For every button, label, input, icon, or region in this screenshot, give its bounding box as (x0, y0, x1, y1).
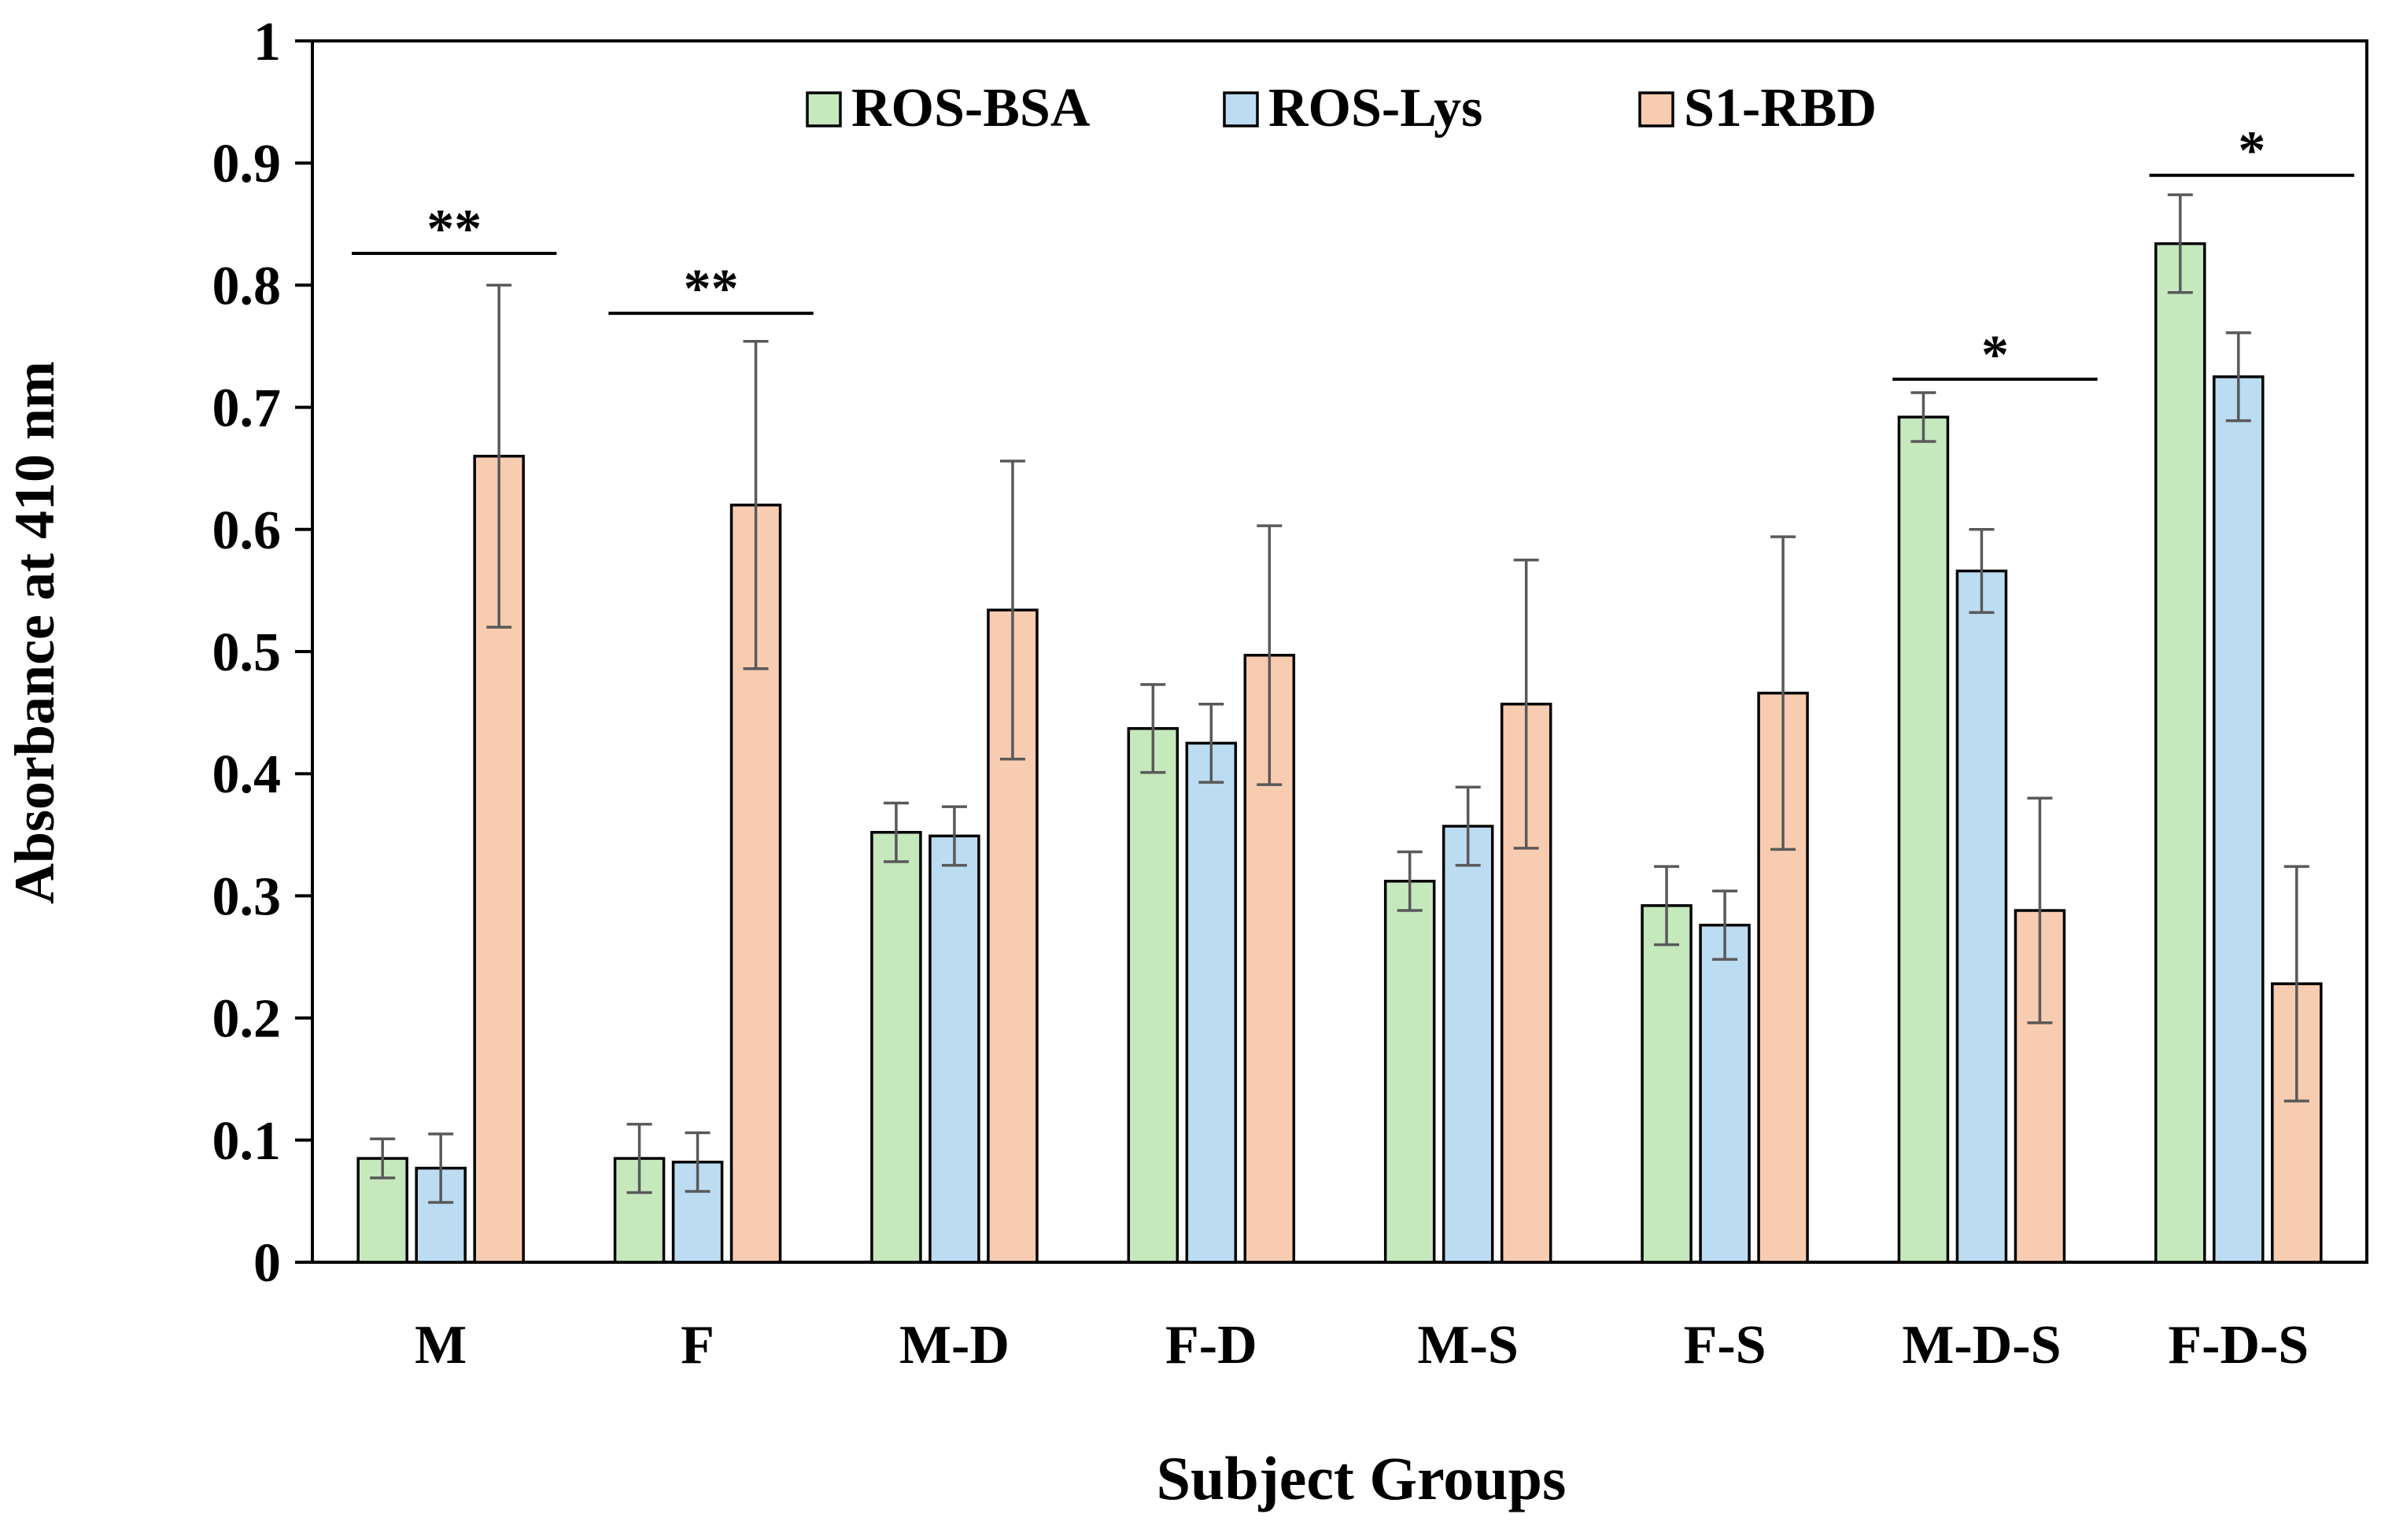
bar-ros-bsa (1641, 904, 1693, 1264)
legend-swatch (1223, 91, 1259, 127)
bar-ros-lys (2213, 375, 2265, 1264)
bar-ros-bsa (1897, 415, 1950, 1264)
x-tick-label: M-D-S (1902, 1315, 2061, 1376)
x-tick-label: F-S (1684, 1315, 1766, 1376)
significance-mark: * (1981, 325, 2009, 386)
bar-ros-bsa (2154, 242, 2206, 1264)
x-tick-label: M (415, 1315, 467, 1376)
bar-ros-lys (1442, 825, 1494, 1264)
error-bars (370, 193, 2309, 1204)
y-tick-label: 0.9 (212, 134, 282, 194)
legend-label: ROS-Lys (1268, 78, 1482, 138)
significance-mark: ** (426, 199, 482, 260)
legend-label: S1-RBD (1684, 78, 1877, 138)
y-tick-label: 0 (253, 1233, 281, 1294)
significance-mark: ** (684, 259, 739, 319)
x-tick-label: F-D (1165, 1315, 1257, 1376)
bars (356, 242, 2323, 1264)
y-tick-label: 0.4 (212, 744, 282, 805)
y-tick-label: 0.5 (212, 622, 282, 683)
bar-ros-bsa (356, 1157, 408, 1264)
x-tick-label: F-D-S (2168, 1315, 2309, 1376)
significance-annotations: ****** (352, 121, 2354, 386)
y-tick-label: 0.1 (212, 1111, 282, 1172)
x-tick-label: F (681, 1315, 714, 1376)
axes: 0 0.1 0.2 0.3 0.4 0.5 0.6 0.7 0.8 0.9 1 M F M-D F-D M-S… (212, 12, 2368, 1376)
bar-ros-bsa (1383, 880, 1436, 1264)
legend-label: ROS-BSA (851, 78, 1091, 138)
y-tick-label: 0.7 (212, 379, 282, 439)
y-tick-label: 0.6 (212, 500, 282, 561)
significance-mark: * (2238, 121, 2265, 182)
bar-ros-lys (1955, 569, 2008, 1264)
bar-ros-bsa (870, 830, 922, 1264)
x-tick-label: M-S (1418, 1315, 1519, 1376)
bar-ros-lys (928, 834, 980, 1264)
x-tick-label: M-D (899, 1315, 1010, 1376)
legend: ROS-BSA ROS-Lys S1-RBD (806, 78, 1877, 138)
x-axis-title: Subject Groups (1157, 1444, 1567, 1512)
bar-ros-lys (1185, 741, 1238, 1264)
y-tick-label: 1 (253, 12, 281, 72)
bar-ros-bsa (1127, 727, 1179, 1264)
y-tick-label: 0.2 (212, 989, 282, 1050)
legend-swatch (806, 91, 842, 127)
y-tick-label: 0.3 (212, 866, 282, 927)
legend-swatch (1638, 91, 1674, 127)
bar-ros-lys (1699, 923, 1751, 1264)
y-axis-title: Absorbance at 410 nm (3, 361, 66, 904)
y-tick-label: 0.8 (212, 256, 282, 316)
